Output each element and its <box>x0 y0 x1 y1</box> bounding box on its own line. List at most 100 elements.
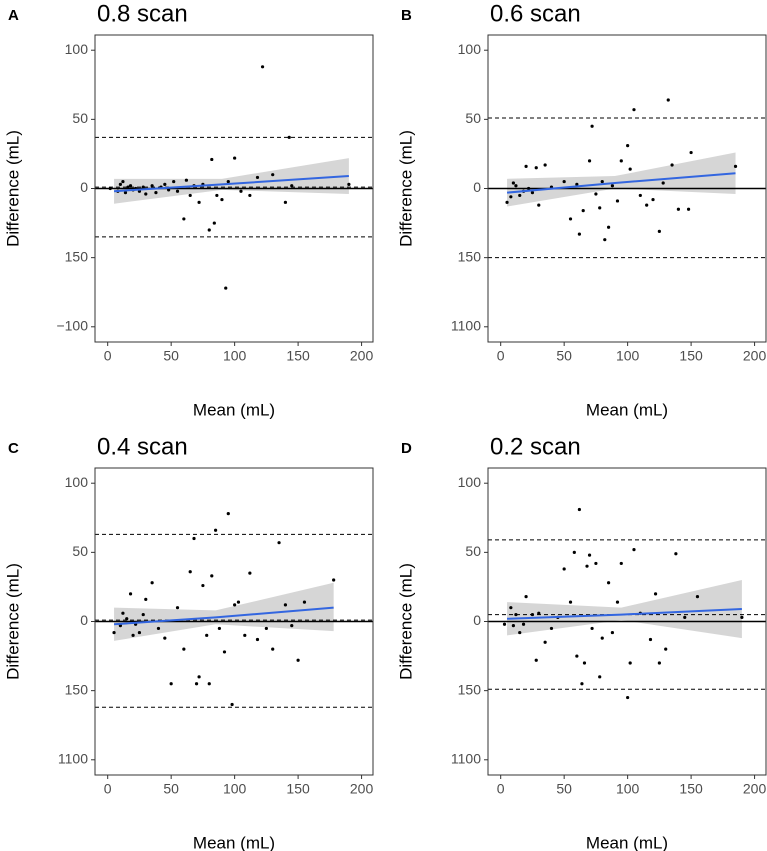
data-point <box>226 179 230 184</box>
x-tick-label: 0 <box>104 781 112 797</box>
data-point <box>511 624 515 628</box>
data-point <box>207 228 211 232</box>
data-point <box>683 615 687 619</box>
panel-label: C <box>8 440 19 457</box>
data-point <box>509 606 513 610</box>
data-point <box>184 178 188 182</box>
data-point <box>197 675 201 679</box>
panel: D 0.2 scan Difference (mL) Mean (mL) 0 50 100 1… <box>396 433 767 851</box>
data-point <box>121 611 125 615</box>
data-point <box>598 206 602 210</box>
data-point <box>215 193 219 198</box>
data-point <box>689 150 693 155</box>
data-point <box>217 626 222 631</box>
data-point <box>163 636 167 640</box>
data-point <box>676 207 681 211</box>
data-point <box>575 654 579 658</box>
y-tick-label: 50 <box>72 110 88 126</box>
x-tick-label: 100 <box>616 348 640 364</box>
data-point <box>207 682 211 686</box>
data-point <box>255 637 260 642</box>
data-point <box>530 191 535 195</box>
data-point <box>582 661 587 665</box>
data-point <box>626 695 630 700</box>
data-point <box>740 615 744 619</box>
data-point <box>661 181 665 185</box>
data-point <box>626 144 630 148</box>
x-axis-label: Mean (mL) <box>586 400 668 419</box>
data-point <box>509 195 513 199</box>
data-point <box>664 647 668 651</box>
data-point <box>577 232 581 236</box>
data-point <box>118 182 122 186</box>
data-point <box>248 193 252 198</box>
confidence-band <box>114 582 334 641</box>
data-point <box>587 553 592 557</box>
y-tick-label: 1100 <box>58 750 88 766</box>
data-point <box>674 552 678 556</box>
y-axis-label: Difference (mL) <box>396 563 415 680</box>
x-tick-label: 150 <box>286 781 310 797</box>
data-point <box>686 207 691 211</box>
data-point <box>521 622 526 626</box>
x-axis-label: Mean (mL) <box>193 833 275 851</box>
fit-line <box>113 606 334 626</box>
data-point <box>210 157 214 162</box>
x-tick-label: 0 <box>497 348 505 364</box>
y-tick-label: 100 <box>458 474 482 490</box>
y-axis-label: Difference (mL) <box>3 563 22 680</box>
data-point <box>222 650 227 654</box>
panel-title: 0.6 scan <box>490 0 581 27</box>
data-point <box>163 182 167 186</box>
data-point <box>150 184 154 188</box>
data-point <box>131 633 135 637</box>
data-point <box>670 163 674 167</box>
y-tick-label: 150 <box>65 248 89 264</box>
data-point <box>632 108 636 112</box>
data-point <box>220 197 224 202</box>
data-point <box>108 186 112 191</box>
x-tick-label: 50 <box>163 781 179 797</box>
data-point <box>572 550 576 554</box>
data-point <box>233 603 237 607</box>
data-point <box>144 192 148 196</box>
data-point <box>141 185 145 189</box>
data-point <box>239 189 243 193</box>
data-point <box>248 571 252 575</box>
data-point <box>549 626 554 631</box>
data-point <box>144 597 148 601</box>
data-point <box>264 626 268 631</box>
data-point <box>141 612 145 617</box>
data-point <box>283 200 288 204</box>
confidence-band <box>114 158 349 204</box>
data-point <box>194 682 199 686</box>
data-point <box>594 561 598 566</box>
x-tick-label: 100 <box>223 348 247 364</box>
data-point <box>598 675 602 679</box>
fit-line <box>507 608 742 620</box>
x-tick-label: 200 <box>743 348 767 364</box>
data-point <box>628 661 632 665</box>
data-point <box>128 592 133 596</box>
data-point <box>594 192 598 196</box>
fit-line <box>113 175 349 193</box>
data-point <box>197 200 201 204</box>
data-point <box>505 200 509 204</box>
data-point <box>154 191 158 195</box>
y-tick-label: 0 <box>80 179 88 195</box>
data-point <box>524 164 528 168</box>
data-point <box>651 197 655 202</box>
confidence-band <box>507 580 742 639</box>
data-point <box>648 637 653 642</box>
x-tick-label: 0 <box>104 348 112 364</box>
fit-line <box>506 172 736 194</box>
data-point <box>534 166 538 170</box>
data-point <box>172 179 176 184</box>
data-point <box>182 217 186 221</box>
y-tick-label: 150 <box>458 248 482 264</box>
panel-title: 0.4 scan <box>97 433 188 460</box>
y-tick-label: 0 <box>473 179 481 195</box>
panel-label: D <box>401 440 412 457</box>
data-point <box>619 159 623 163</box>
data-point <box>230 702 234 707</box>
